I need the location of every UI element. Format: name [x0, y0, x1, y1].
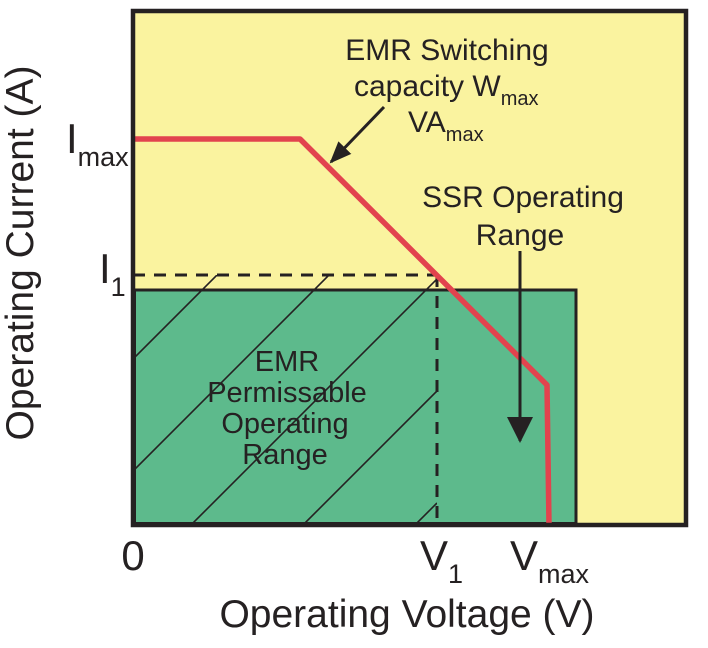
v1-tick-label: V1	[420, 532, 463, 589]
emr-switching-label-line3: VAmax	[408, 106, 484, 146]
emr-region-label-line4: Range	[242, 439, 327, 471]
emr-switching-label-line2: capacity Wmax	[354, 70, 539, 110]
emr-capacity-limit-curve	[131, 136, 552, 526]
zero-tick-label: 0	[121, 532, 144, 579]
ssr-range-label: SSR Operating Range	[422, 181, 624, 252]
hatch-line	[416, 502, 437, 523]
emr-switching-label-line1: EMR Switching	[345, 34, 548, 67]
hatch-line	[304, 390, 437, 523]
x-axis-title: Operating Voltage (V)	[219, 593, 594, 636]
plot-border	[130, 8, 689, 528]
imax-tick-label: Imax	[66, 115, 129, 172]
hatch-line	[133, 275, 218, 360]
emr-region-label: EMR Permissable Operating Range	[207, 346, 367, 471]
i1-tick-label: I1	[99, 245, 126, 302]
emr-switching-label: EMR Switching capacity Wmax VAmax	[345, 34, 548, 146]
emr-region-label-line3: Operating	[221, 408, 348, 440]
vmax-tick-label: Vmax	[510, 532, 590, 589]
emr-region-label-line1: EMR	[255, 346, 319, 378]
hatch-line	[133, 275, 330, 472]
ssr-range-label-line2: Range	[476, 219, 564, 252]
hatch-line	[192, 277, 437, 523]
emr-region-label-line2: Permissable	[207, 377, 367, 409]
emr-region-hatching	[133, 275, 437, 523]
ssr-range-label-line1: SSR Operating	[422, 181, 624, 214]
emr-switching-arrow	[329, 105, 386, 164]
y-axis-title: Operating Current (A)	[0, 66, 42, 441]
ssr-operating-region	[133, 288, 578, 525]
